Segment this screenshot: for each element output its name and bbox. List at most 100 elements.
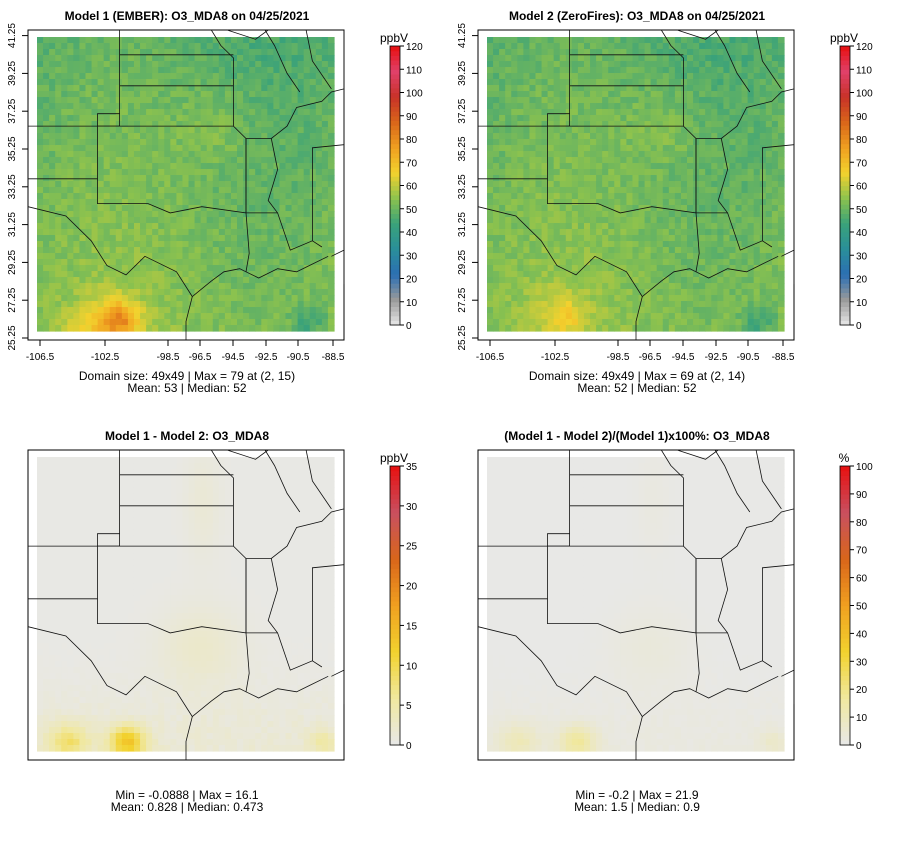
heatmap-cell [669, 97, 676, 104]
heatmap-cell [316, 181, 323, 188]
heatmap-cell [681, 73, 688, 80]
heatmap-cell [778, 307, 785, 314]
heatmap-cell [292, 139, 299, 146]
heatmap-cell [717, 139, 724, 146]
heatmap-cell [535, 265, 542, 272]
heatmap-cell [322, 43, 329, 50]
heatmap-cell [292, 229, 299, 236]
heatmap-cell [639, 121, 646, 128]
heatmap-cell [487, 247, 494, 254]
colorbar-segment [390, 106, 400, 111]
heatmap-cell [292, 55, 299, 62]
heatmap-cell [243, 277, 250, 284]
heatmap-cell [560, 307, 567, 314]
heatmap-cell [134, 217, 141, 224]
colorbar-tick-label: 10 [406, 298, 418, 309]
heatmap-cell [529, 73, 536, 80]
heatmap-cell [675, 193, 682, 200]
heatmap-cell [760, 115, 767, 122]
heatmap-cell [110, 145, 117, 152]
heatmap-cell [67, 211, 74, 218]
heatmap-cell [237, 187, 244, 194]
heatmap-cell [590, 265, 597, 272]
heatmap-cell [67, 169, 74, 176]
heatmap-cell [511, 289, 518, 296]
heatmap-cell [279, 115, 286, 122]
heatmap-cell [55, 109, 62, 116]
heatmap-cell [566, 313, 573, 320]
heatmap-cell [328, 271, 335, 278]
heatmap-cell [505, 307, 512, 314]
heatmap-cell [328, 103, 335, 110]
heatmap-cell [487, 157, 494, 164]
heatmap-cell [675, 187, 682, 194]
heatmap-cell [134, 139, 141, 146]
heatmap-cell [79, 55, 86, 62]
heatmap-cell [620, 163, 627, 170]
heatmap-cell [736, 307, 743, 314]
heatmap-cell [566, 127, 573, 134]
heatmap-cell [505, 127, 512, 134]
heatmap-cell [170, 121, 177, 128]
heatmap-cell [304, 91, 311, 98]
heatmap-cell [766, 235, 773, 242]
heatmap-cell [505, 91, 512, 98]
heatmap-cell [255, 127, 262, 134]
heatmap-cell [170, 325, 177, 332]
heatmap-cell [529, 313, 536, 320]
heatmap-cell [663, 115, 670, 122]
heatmap-cell [122, 181, 129, 188]
heatmap-cell [79, 259, 86, 266]
heatmap-cell [85, 163, 92, 170]
heatmap-cell [322, 289, 329, 296]
heatmap-cell [231, 187, 238, 194]
heatmap-cell [626, 307, 633, 314]
heatmap-cell [736, 157, 743, 164]
heatmap-cell [523, 277, 530, 284]
heatmap-cell [292, 277, 299, 284]
colorbar-segment [390, 283, 400, 288]
heatmap-cell [766, 211, 773, 218]
heatmap-cell [687, 205, 694, 212]
heatmap-cell [675, 55, 682, 62]
heatmap-cell [49, 307, 56, 314]
heatmap-cell [523, 295, 530, 302]
heatmap-cell [286, 103, 293, 110]
heatmap-cell [772, 109, 779, 116]
heatmap-cell [760, 199, 767, 206]
heatmap-cell [657, 247, 664, 254]
heatmap-cell [729, 325, 736, 332]
heatmap-cell [201, 253, 208, 260]
heatmap-cell [249, 319, 256, 326]
heatmap-cell [37, 253, 44, 260]
heatmap-cell [687, 229, 694, 236]
heatmap-cell [748, 97, 755, 104]
heatmap-cell [273, 37, 280, 44]
heatmap-cell [116, 121, 123, 128]
heatmap-cell [104, 253, 111, 260]
heatmap-cell [310, 67, 317, 74]
heatmap-cell [639, 103, 646, 110]
heatmap-cell [584, 151, 591, 158]
heatmap-cell [286, 97, 293, 104]
heatmap-cell [61, 325, 68, 332]
heatmap-cell [273, 235, 280, 242]
x-tick-label: -92.5 [705, 352, 728, 363]
heatmap-cell [542, 43, 549, 50]
heatmap-cell [213, 313, 220, 320]
heatmap-cell [663, 55, 670, 62]
heatmap-cell [711, 97, 718, 104]
heatmap-cell [304, 67, 311, 74]
heatmap-cell [201, 313, 208, 320]
heatmap-cell [189, 109, 196, 116]
heatmap-cell [626, 133, 633, 140]
heatmap-cell [322, 319, 329, 326]
heatmap-cell [152, 73, 159, 80]
heatmap-cell [231, 103, 238, 110]
heatmap-cell [189, 265, 196, 272]
y-tick-label: 27.25 [457, 287, 468, 312]
heatmap-cell [711, 175, 718, 182]
heatmap-cell [237, 49, 244, 56]
heatmap-cell [122, 145, 129, 152]
heatmap-cell [158, 289, 165, 296]
